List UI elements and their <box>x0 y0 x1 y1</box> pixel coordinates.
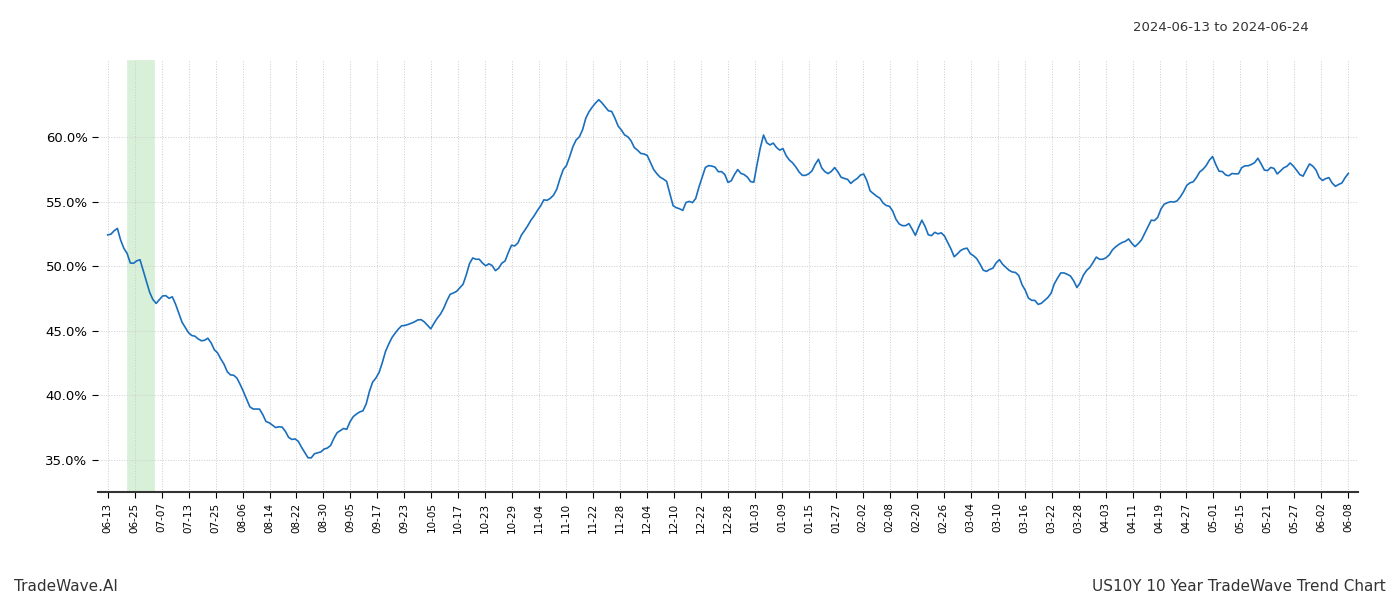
Bar <box>126 60 154 492</box>
Text: TradeWave.AI: TradeWave.AI <box>14 579 118 594</box>
Text: US10Y 10 Year TradeWave Trend Chart: US10Y 10 Year TradeWave Trend Chart <box>1092 579 1386 594</box>
Text: 2024-06-13 to 2024-06-24: 2024-06-13 to 2024-06-24 <box>1133 21 1309 34</box>
